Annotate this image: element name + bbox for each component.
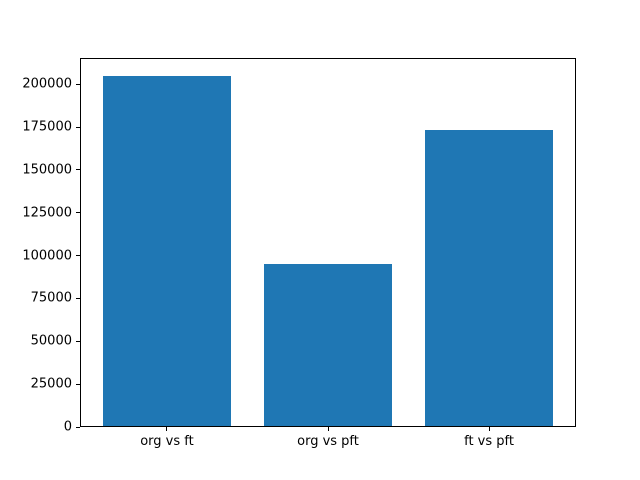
y-tick-label: 75000 bbox=[30, 290, 72, 306]
y-tick-mark bbox=[76, 426, 80, 428]
y-tick-label: 100000 bbox=[22, 248, 72, 264]
x-tick-label: ft vs pft bbox=[464, 434, 514, 449]
y-tick-label: 200000 bbox=[22, 76, 72, 92]
x-tick-mark bbox=[327, 427, 329, 431]
y-tick-mark bbox=[76, 126, 80, 128]
y-tick-mark bbox=[76, 83, 80, 85]
y-tick-label: 150000 bbox=[22, 162, 72, 178]
x-tick-mark bbox=[488, 427, 490, 431]
bar-1 bbox=[263, 264, 393, 427]
y-tick-mark bbox=[76, 255, 80, 257]
y-tick-mark bbox=[76, 169, 80, 171]
x-tick-label: org vs ft bbox=[140, 434, 194, 449]
plot-area bbox=[80, 58, 576, 427]
y-tick-label: 50000 bbox=[30, 333, 72, 349]
y-tick-label: 0 bbox=[63, 419, 72, 435]
y-tick-mark bbox=[76, 340, 80, 342]
y-tick-label: 25000 bbox=[30, 376, 72, 392]
y-tick-label: 125000 bbox=[22, 205, 72, 221]
bar-2 bbox=[424, 130, 554, 427]
y-tick-mark bbox=[76, 297, 80, 299]
y-tick-mark bbox=[76, 383, 80, 385]
x-tick-label: org vs pft bbox=[297, 434, 359, 449]
x-tick-mark bbox=[166, 427, 168, 431]
y-tick-label: 175000 bbox=[22, 119, 72, 135]
bar-0 bbox=[102, 75, 232, 427]
y-tick-mark bbox=[76, 212, 80, 214]
